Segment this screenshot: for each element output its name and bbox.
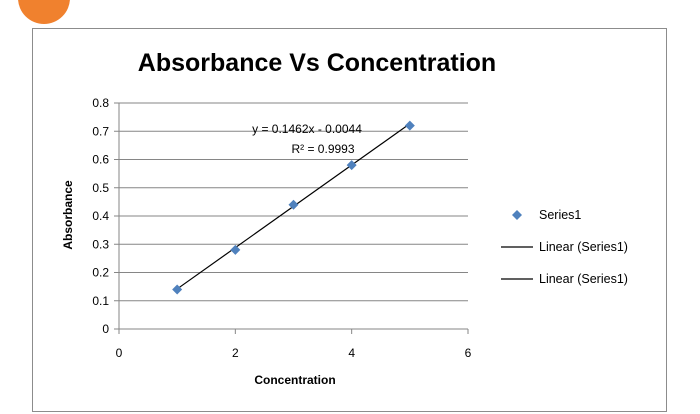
y-tick-label-6: 0.6 <box>92 153 109 167</box>
trendline-equation: y = 0.1462x - 0.0044 <box>252 122 362 136</box>
y-axis-title: Absorbance <box>61 180 75 250</box>
y-tick-label-3: 0.3 <box>92 237 109 251</box>
chart-frame: Absorbance Vs Concentration 0 0.1 0.2 0.3 0.… <box>32 28 667 412</box>
x-axis-title: Concentration <box>254 373 335 387</box>
data-point-0 <box>172 284 183 295</box>
tick-labels: 0 0.1 0.2 0.3 0.4 0.5 0.6 0.7 0.8 0 2 4 6 <box>92 96 471 360</box>
y-tick-label-0: 0 <box>102 322 109 336</box>
scatter-chart: Absorbance Vs Concentration 0 0.1 0.2 0.3 0.… <box>61 49 628 387</box>
x-tick-label-1: 2 <box>232 346 239 360</box>
y-tick-label-5: 0.5 <box>92 181 109 195</box>
axes <box>114 102 469 334</box>
r-squared-label: R² = 0.9993 <box>291 142 354 156</box>
y-tick-label-8: 0.8 <box>92 96 109 110</box>
data-point-1 <box>230 244 241 255</box>
y-tick-label-2: 0.2 <box>92 266 109 280</box>
legend-label-1: Linear (Series1) <box>539 240 628 254</box>
y-tick-label-4: 0.4 <box>92 209 109 223</box>
gridlines <box>119 102 468 302</box>
x-tick-label-2: 4 <box>348 346 355 360</box>
data-points <box>172 120 415 295</box>
legend-label-2: Linear (Series1) <box>539 272 628 286</box>
x-tick-label-0: 0 <box>116 346 123 360</box>
data-point-3 <box>346 160 357 171</box>
x-tick-label-3: 6 <box>465 346 472 360</box>
data-point-2 <box>288 199 299 210</box>
legend: Series1 Linear (Series1) Linear (Series1) <box>501 208 628 286</box>
y-tick-label-1: 0.1 <box>92 294 109 308</box>
y-tick-label-7: 0.7 <box>92 124 109 138</box>
chart-title: Absorbance Vs Concentration <box>138 49 496 77</box>
legend-label-0: Series1 <box>539 208 581 222</box>
data-point-4 <box>404 120 415 131</box>
legend-marker-0 <box>512 210 522 220</box>
orange-circle-icon <box>18 0 70 24</box>
